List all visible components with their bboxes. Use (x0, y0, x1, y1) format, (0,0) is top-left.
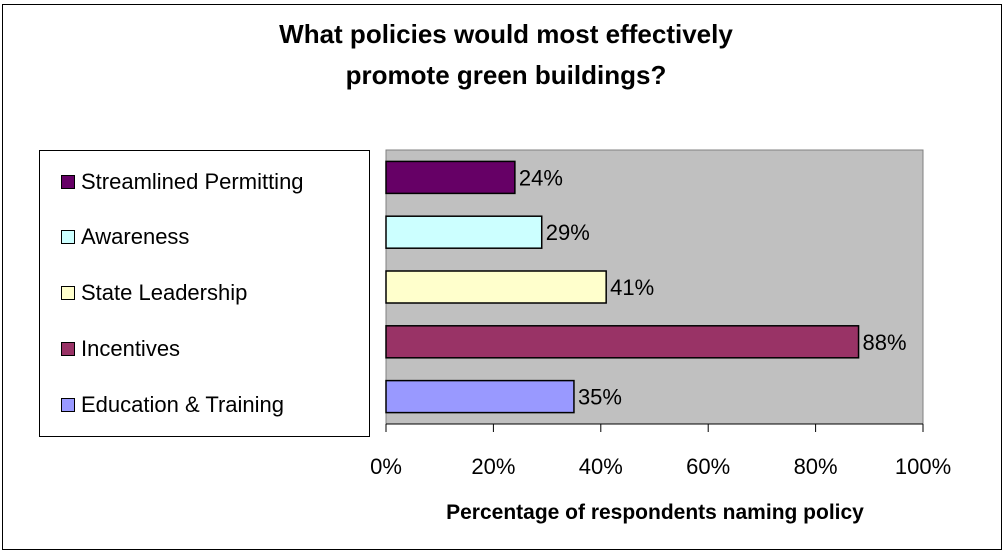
legend: Streamlined Permitting Awareness State Lea… (39, 150, 370, 437)
chart-title: What policies would most effectively pro… (0, 14, 1008, 96)
legend-item-0: Streamlined Permitting (61, 167, 304, 197)
value-label-4: 35% (578, 385, 622, 410)
x-tick-label-5: 100% (895, 454, 951, 479)
x-tick-label-4: 80% (794, 454, 838, 479)
legend-label-3: Incentives (81, 336, 181, 361)
legend-item-4: Education & Training (61, 390, 284, 420)
legend-label-0: Streamlined Permitting (81, 169, 304, 194)
legend-label-4: Education & Training (81, 392, 285, 417)
legend-swatch-4 (61, 398, 75, 412)
legend-swatch-0 (61, 175, 75, 189)
chart-title-line-2: promote green buildings? (345, 60, 667, 90)
legend-label-2: State Leadership (81, 280, 248, 305)
x-axis-label: Percentage of respondents naming policy (446, 501, 864, 524)
x-tick-label-2: 40% (579, 454, 623, 479)
bar-2 (385, 270, 607, 304)
x-tick-label-0: 0% (370, 454, 402, 479)
bar-1 (385, 215, 543, 249)
bar-3 (385, 325, 860, 359)
bar-0 (385, 160, 516, 195)
value-label-1: 29% (546, 220, 590, 245)
x-tick-label-3: 60% (686, 454, 730, 479)
value-label-2: 41% (610, 275, 654, 300)
legend-item-1: Awareness (61, 222, 189, 252)
value-label-3: 88% (863, 330, 907, 355)
legend-swatch-3 (61, 342, 75, 356)
legend-swatch-2 (61, 286, 75, 300)
legend-item-2: State Leadership (61, 278, 247, 308)
value-label-0: 24% (519, 165, 563, 190)
legend-swatch-1 (61, 230, 75, 244)
x-tick-label-1: 20% (471, 454, 515, 479)
chart-title-line-1: What policies would most effectively (279, 19, 733, 49)
bar-4 (385, 379, 575, 414)
legend-item-3: Incentives (61, 334, 180, 364)
legend-label-1: Awareness (81, 224, 190, 249)
